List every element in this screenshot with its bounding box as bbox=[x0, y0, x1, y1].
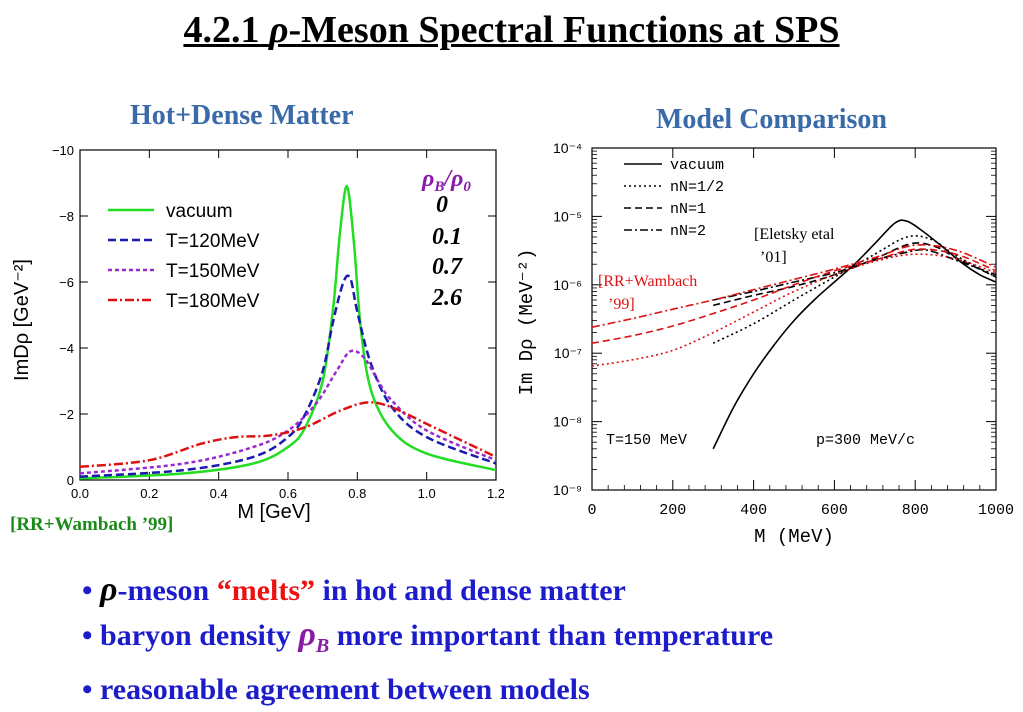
left-chart-panel: 0.0 0.2 0.4 0.6 0.8 1.0 1.2 0 −2 −4 −6 −8 −10 ImDρ [… bbox=[4, 142, 505, 526]
left-xlabel: M [GeV] bbox=[237, 501, 310, 523]
series-t180 bbox=[79, 401, 497, 469]
series-t120 bbox=[79, 274, 497, 478]
left-ytick-label: −8 bbox=[59, 209, 74, 224]
legend-t120: T=120MeV bbox=[166, 231, 260, 252]
r-legend-n1: nN=1 bbox=[670, 201, 706, 218]
left-xtick-label: 0.6 bbox=[279, 486, 297, 501]
right-xtick-label: 800 bbox=[902, 502, 929, 519]
annot-rr-1: [RR+Wambach bbox=[598, 273, 697, 290]
r-series-rr-n1 bbox=[591, 248, 997, 344]
left-ytick-label: −4 bbox=[59, 341, 74, 356]
right-xtick-label: 0 bbox=[587, 502, 596, 519]
legend-vacuum: vacuum bbox=[166, 201, 233, 222]
annot-momentum: p=300 MeV/c bbox=[816, 432, 915, 449]
left-ylabel: ImDρ [GeV⁻²] bbox=[11, 259, 33, 381]
series-t150 bbox=[79, 349, 497, 475]
annot-eletsky-1: [Eletsky etal bbox=[754, 226, 835, 243]
bullet-list: • ρ-meson “melts” in hot and dense matte… bbox=[82, 568, 773, 712]
r-series-n1 bbox=[713, 242, 997, 307]
subtitle-model-comparison: Model Comparison bbox=[656, 104, 887, 135]
right-xtick-label: 200 bbox=[659, 502, 686, 519]
r-legend-n12: nN=1/2 bbox=[670, 179, 724, 196]
right-ytick-label: 10⁻⁹ bbox=[553, 482, 582, 498]
left-xtick-label: 0.2 bbox=[140, 486, 158, 501]
right-xtick-label: 600 bbox=[821, 502, 848, 519]
r-series-rr-n2 bbox=[591, 244, 997, 328]
bullet-2: • baryon density ρB more important than … bbox=[82, 616, 774, 657]
left-ytick-label: −2 bbox=[59, 407, 74, 422]
left-ytick-label: 0 bbox=[67, 473, 74, 488]
series-vacuum bbox=[79, 185, 497, 480]
density-3: 2.6 bbox=[431, 285, 462, 311]
left-xtick-label: 0.8 bbox=[348, 486, 366, 501]
right-ytick-label: 10⁻⁸ bbox=[553, 414, 582, 430]
left-xtick-label: 1.0 bbox=[418, 486, 436, 501]
r-legend-vacuum: vacuum bbox=[670, 157, 724, 174]
subtitle-hot-dense: Hot+Dense Matter bbox=[130, 100, 354, 131]
right-chart: 0 200 400 600 800 1000 10⁻⁹ 10⁻⁸ 10⁻⁷ 10⁻⁶ 10⁻⁵ 10⁻… bbox=[516, 140, 1014, 548]
slide-title: 4.2.1 ρ-Meson Spectral Functions at SPS bbox=[183, 9, 840, 51]
right-xtick-label: 400 bbox=[740, 502, 767, 519]
r-series-n12 bbox=[712, 235, 997, 344]
density-header: ρB/ρ0 bbox=[421, 166, 471, 195]
legend-t150: T=150MeV bbox=[166, 261, 260, 282]
density-1: 0.1 bbox=[432, 224, 462, 250]
right-plot-frame bbox=[591, 147, 997, 491]
legend-t180: T=180MeV bbox=[166, 291, 260, 312]
left-plot-frame bbox=[79, 149, 497, 481]
density-0: 0 bbox=[436, 192, 448, 218]
bullet-3: • reasonable agreement between models bbox=[82, 673, 590, 706]
right-ytick-label: 10⁻⁵ bbox=[553, 208, 582, 224]
right-xtick-label: 1000 bbox=[978, 502, 1014, 519]
right-xlabel: M (MeV) bbox=[754, 526, 834, 548]
annot-temperature: T=150 MeV bbox=[606, 432, 687, 449]
right-chart-panel: 0 200 400 600 800 1000 10⁻⁹ 10⁻⁸ 10⁻⁷ 10⁻⁶ 10⁻⁵ 10⁻… bbox=[504, 132, 1018, 550]
r-series-rr-n12 bbox=[591, 253, 997, 367]
right-ytick-label: 10⁻⁷ bbox=[554, 345, 582, 361]
r-legend-n2: nN=2 bbox=[670, 223, 706, 240]
bullet-1: • ρ-meson “melts” in hot and dense matte… bbox=[82, 571, 626, 608]
left-chart: 0.0 0.2 0.4 0.6 0.8 1.0 1.2 0 −2 −4 −6 −8 −10 ImDρ [… bbox=[11, 143, 505, 523]
annot-rr-2: ’99] bbox=[608, 296, 635, 313]
right-ylabel: Im Dρ (MeV⁻²) bbox=[516, 249, 538, 396]
density-2: 0.7 bbox=[432, 254, 463, 280]
right-ytick-label: 10⁻⁴ bbox=[553, 140, 582, 156]
left-ytick-label: −6 bbox=[59, 275, 74, 290]
left-xtick-label: 0.0 bbox=[71, 486, 89, 501]
left-ytick-label: −10 bbox=[52, 143, 74, 158]
left-xtick-label: 0.4 bbox=[210, 486, 228, 501]
right-ytick-label: 10⁻⁶ bbox=[553, 277, 582, 293]
left-xtick-label: 1.2 bbox=[487, 486, 504, 501]
citation-left: [RR+Wambach ’99] bbox=[10, 514, 174, 535]
annot-eletsky-2: ’01] bbox=[760, 249, 787, 266]
